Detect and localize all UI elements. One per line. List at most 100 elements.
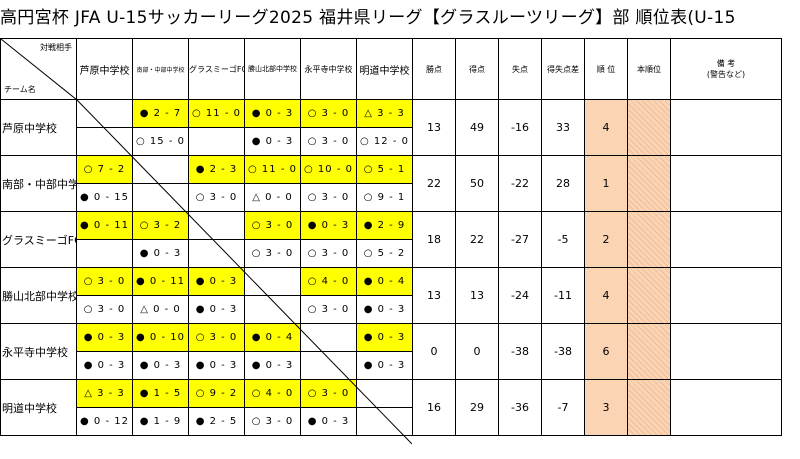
this-rank-cell — [627, 99, 671, 156]
match-result-first: ● 2 - 7 — [132, 99, 189, 128]
team-name-cell: 明道中学校 — [0, 379, 77, 436]
match-result-second: ○ 3 - 0 — [76, 295, 133, 324]
opponent-header: 永平寺中学校 — [300, 38, 357, 100]
match-result-second: ○ 12 - 0 — [356, 127, 413, 156]
match-result-first: ● 0 - 3 — [76, 323, 133, 352]
team-row-top: 南部・中部中学校○ 7 - 2● 2 - 3○ 11 - 0○ 10 - 0○ … — [0, 155, 782, 212]
self-match-cell — [132, 155, 189, 184]
self-match-cell — [356, 407, 413, 436]
this-rank-cell — [627, 211, 671, 268]
match-result-second — [188, 127, 245, 156]
goal-diff-cell: 33 — [541, 99, 585, 156]
self-match-cell — [244, 267, 301, 296]
rank-cell: 6 — [584, 323, 628, 380]
match-result-second: ● 0 - 12 — [76, 407, 133, 436]
team-label: チーム名 — [4, 85, 36, 94]
opponent-header: 芦原中学校 — [76, 38, 133, 100]
self-match-cell — [76, 127, 133, 156]
notes-cell — [670, 211, 782, 268]
match-result-second — [76, 239, 133, 268]
match-result-second: ○ 3 - 0 — [300, 183, 357, 212]
match-result-second: ● 0 - 3 — [244, 127, 301, 156]
match-result-second: ○ 3 - 0 — [244, 407, 301, 436]
this-rank-header: 本順位 — [627, 38, 671, 100]
page-title: 高円宮杯 JFA U-15サッカーリーグ2025 福井県リーグ【グラスルーツリー… — [0, 8, 736, 28]
points-header: 勝点 — [412, 38, 456, 100]
goals-for-cell: 29 — [455, 379, 499, 436]
points-cell: 18 — [412, 211, 456, 268]
match-result-first: ○ 3 - 0 — [300, 379, 357, 408]
match-result-second: ○ 15 - 0 — [132, 127, 189, 156]
opponent-header: 南部・中部中学校 — [132, 38, 189, 100]
match-result-second: ● 0 - 3 — [132, 351, 189, 380]
match-result-first: ● 0 - 11 — [76, 211, 133, 240]
match-result-second: ○ 3 - 0 — [300, 127, 357, 156]
header-row: 対戦相手 チーム名 芦原中学校 南部・中部中学校 グラスミーゴFC 勝山北部中学… — [0, 38, 782, 100]
match-result-second: ● 0 - 15 — [76, 183, 133, 212]
match-result-second: ● 0 - 3 — [300, 407, 357, 436]
match-result-second: ● 0 - 3 — [188, 351, 245, 380]
match-result-first: ○ 11 - 0 — [188, 99, 245, 128]
team-name-cell: グラスミーゴFC — [0, 211, 77, 268]
points-cell: 22 — [412, 155, 456, 212]
match-result-first: ● 1 - 5 — [132, 379, 189, 408]
match-result-first: ● 0 - 4 — [244, 323, 301, 352]
match-result-second: ● 0 - 3 — [356, 351, 413, 380]
rank-cell: 3 — [584, 379, 628, 436]
goal-diff-header: 得失点差 — [541, 38, 585, 100]
notes-cell — [670, 155, 782, 212]
match-result-first: ● 2 - 3 — [188, 155, 245, 184]
match-result-second: △ 0 - 0 — [244, 183, 301, 212]
match-result-first: △ 3 - 3 — [76, 379, 133, 408]
match-result-second: ○ 3 - 0 — [188, 183, 245, 212]
goal-diff-cell: -5 — [541, 211, 585, 268]
rank-header: 順 位 — [584, 38, 628, 100]
goals-against-cell: -16 — [498, 99, 542, 156]
self-match-cell — [300, 351, 357, 380]
match-result-second: △ 0 - 0 — [132, 295, 189, 324]
self-match-cell — [188, 239, 245, 268]
goals-for-header: 得点 — [455, 38, 499, 100]
notes-cell — [670, 99, 782, 156]
rank-cell: 4 — [584, 267, 628, 324]
opponent-header: 勝山北部中学校 — [244, 38, 301, 100]
goal-diff-cell: 28 — [541, 155, 585, 212]
corner-cell: 対戦相手 チーム名 — [0, 38, 77, 100]
match-result-first: △ 3 - 3 — [356, 99, 413, 128]
match-result-first: ○ 5 - 1 — [356, 155, 413, 184]
match-result-second: ○ 3 - 0 — [300, 295, 357, 324]
goals-against-cell: -24 — [498, 267, 542, 324]
match-result-first: ● 0 - 3 — [244, 99, 301, 128]
match-result-second: ○ 9 - 1 — [356, 183, 413, 212]
rank-cell: 1 — [584, 155, 628, 212]
match-result-second: ● 0 - 3 — [244, 351, 301, 380]
match-result-second: ○ 3 - 0 — [244, 239, 301, 268]
match-result-first: ○ 3 - 0 — [300, 99, 357, 128]
match-result-first: ● 0 - 10 — [132, 323, 189, 352]
opponent-header: 明道中学校 — [356, 38, 413, 100]
team-name-cell: 芦原中学校 — [0, 99, 77, 156]
rank-cell: 2 — [584, 211, 628, 268]
notes-cell — [670, 323, 782, 380]
self-match-cell — [188, 211, 245, 240]
goals-for-cell: 50 — [455, 155, 499, 212]
self-match-cell — [244, 295, 301, 324]
notes-header: 備 考 (警告など) — [670, 38, 782, 100]
notes-cell — [670, 379, 782, 436]
match-result-first: ○ 4 - 0 — [300, 267, 357, 296]
match-result-first: ● 0 - 11 — [132, 267, 189, 296]
this-rank-cell — [627, 155, 671, 212]
match-result-second: ● 2 - 5 — [188, 407, 245, 436]
match-result-first: ○ 10 - 0 — [300, 155, 357, 184]
goal-diff-cell: -7 — [541, 379, 585, 436]
goals-against-cell: -22 — [498, 155, 542, 212]
notes-cell — [670, 267, 782, 324]
this-rank-cell — [627, 379, 671, 436]
match-result-second: ● 0 - 3 — [132, 239, 189, 268]
self-match-cell — [356, 379, 413, 408]
match-result-second: ● 0 - 3 — [76, 351, 133, 380]
rank-cell: 4 — [584, 99, 628, 156]
opponent-header: グラスミーゴFC — [188, 38, 245, 100]
team-row-top: 勝山北部中学校 ○ 3 - 0 ● 0 - 11 ● 0 - 3 ○ 4 - 0 ● 0 … — [0, 267, 782, 324]
this-rank-cell — [627, 267, 671, 324]
